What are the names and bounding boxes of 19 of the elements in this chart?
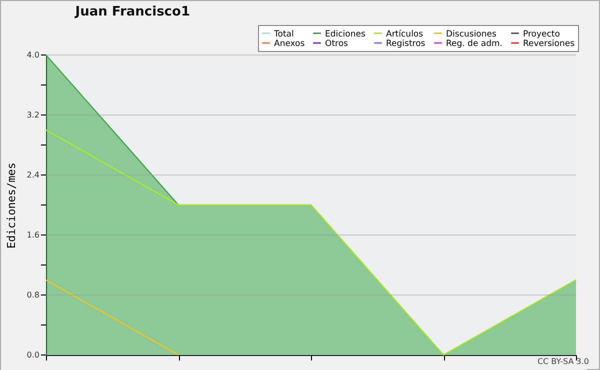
legend-label: Artículos [386, 29, 424, 40]
legend-label: Reversiones [523, 39, 576, 49]
y-tick-label: 3.2 [26, 110, 40, 120]
legend-label: Proyecto [523, 29, 560, 40]
y-axis-title: Ediciones/mes [4, 162, 18, 249]
legend-label: Discusiones [446, 29, 498, 40]
y-tick-label: 1.6 [26, 230, 40, 240]
legend-label: Registros [386, 39, 426, 49]
y-tick-label: 4.0 [26, 50, 40, 60]
y-tick-label: 0.0 [26, 350, 40, 360]
legend-label: Anexos [274, 39, 306, 49]
text: CC BY-SA 3.0 [537, 357, 589, 366]
legend-label: Total [273, 29, 294, 40]
legend-label: Reg. de adm. [446, 39, 502, 49]
y-tick-label: 0.8 [26, 290, 40, 300]
chart-title: Juan Francisco1 [74, 4, 190, 20]
y-tick-label: 2.4 [26, 170, 40, 180]
legend-label: Ediciones [325, 29, 366, 40]
legend-label: Otros [325, 39, 349, 49]
